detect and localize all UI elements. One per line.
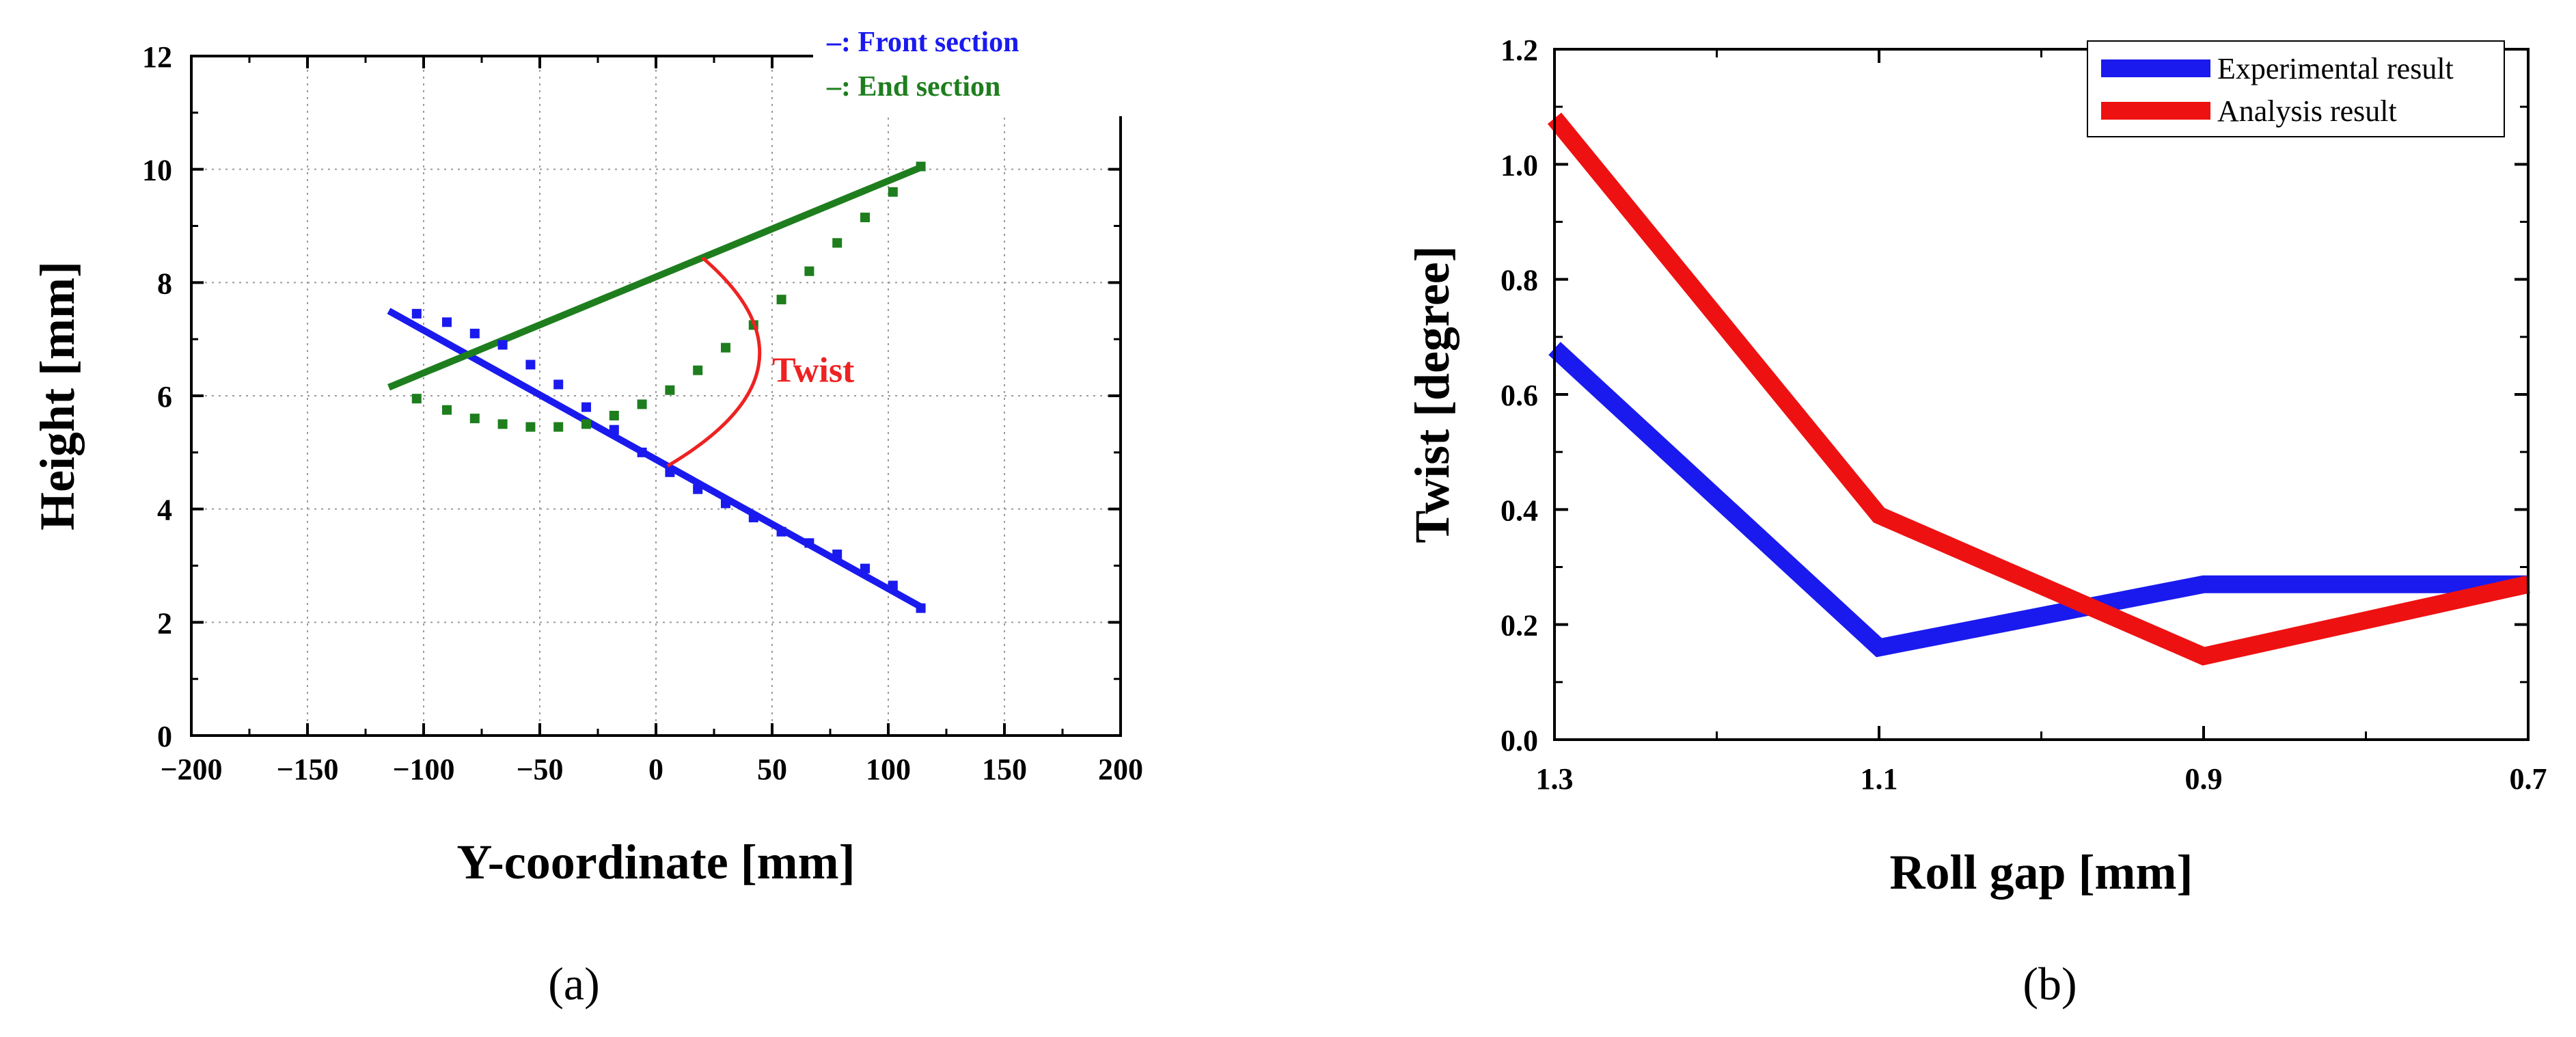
chart-a-point-front	[638, 448, 647, 457]
chart-a-y-axis-label: Height [mm]	[30, 261, 85, 530]
chart-b-series-experimental	[1554, 349, 2528, 648]
chart-a-point-end	[609, 411, 619, 420]
chart-b-frame	[1554, 49, 2528, 740]
chart-a-point-front	[888, 580, 898, 590]
chart-a-point-front	[525, 360, 535, 369]
chart-a-point-end	[665, 386, 674, 395]
chart-a-point-front	[470, 329, 480, 338]
chart-a-point-end	[804, 267, 814, 276]
chart-a-point-front	[777, 527, 786, 537]
chart-a-point-end	[888, 187, 898, 197]
chart-b: 1.3 1.1 0.9 0.7 0.0 0.2 0.4 0.6 0.8 1.0 1.2 Experi…	[1405, 33, 2547, 1010]
chart-a-point-front	[665, 468, 674, 477]
chart-a-x-tick-label: −100	[392, 753, 454, 786]
chart-a-x-tick-label: 0	[648, 753, 663, 786]
chart-a-x-tick-label: −150	[276, 753, 338, 786]
chart-b-y-tick-label: 0.8	[1501, 264, 1538, 297]
chart-b-panel-label: (b)	[2023, 958, 2077, 1010]
chart-a-point-front	[581, 403, 591, 412]
chart-a-point-end	[638, 399, 647, 409]
chart-a-y-tick-label: 8	[157, 267, 172, 300]
chart-a-point-front	[804, 538, 814, 548]
chart-a-point-end	[553, 422, 563, 432]
chart-a-x-tick-label: 50	[757, 753, 787, 786]
chart-a-y-tick-label: 6	[157, 380, 172, 414]
chart-a-point-end	[470, 414, 480, 423]
chart-b-y-tick-label: 1.2	[1501, 33, 1538, 67]
chart-a-point-front	[749, 513, 758, 522]
chart-b-y-tick-label: 1.0	[1501, 148, 1538, 182]
chart-b-y-tick-label: 0.0	[1501, 724, 1538, 757]
chart-a-point-end	[832, 238, 842, 247]
chart-a-y-tick-label: 10	[142, 154, 172, 187]
chart-a-y-tick-label: 0	[157, 720, 172, 753]
chart-a-grid	[191, 56, 1121, 736]
figure: Twist −200 −150 −100 −50 0 50 100 150 200 0 2 4 6 8 10…	[0, 0, 2576, 1037]
chart-a-y-tick-label: 12	[142, 40, 172, 74]
chart-a-point-end	[581, 419, 591, 429]
chart-a-point-front	[553, 379, 563, 389]
chart-a-x-tick-label: 200	[1098, 753, 1143, 786]
chart-a-y-tick-label: 4	[157, 494, 172, 527]
chart-a-y-tick-label: 2	[157, 606, 172, 640]
chart-b-y-tick-label: 0.6	[1501, 379, 1538, 412]
chart-b-y-axis-label: Twist [degree]	[1405, 245, 1460, 543]
chart-b-x-tick-label: 1.3	[1536, 762, 1574, 796]
chart-a-panel-label: (a)	[548, 958, 599, 1010]
chart-b-lines	[1554, 118, 2528, 656]
chart-b-x-tick-label: 0.9	[2185, 762, 2223, 796]
chart-a-point-front	[609, 425, 619, 435]
chart-a-x-tick-label: −200	[160, 753, 222, 786]
chart-a-point-front	[412, 309, 422, 319]
chart-b-legend: Experimental result Analysis result	[2087, 41, 2504, 137]
chart-a-ticks: −200 −150 −100 −50 0 50 100 150 200 0 2 4 6 8 10 12	[142, 40, 1143, 786]
chart-b-legend-analysis: Analysis result	[2217, 94, 2397, 128]
chart-a-point-end	[860, 213, 870, 222]
chart-a-point-front	[860, 564, 870, 574]
chart-a-x-tick-label: 100	[866, 753, 911, 786]
chart-a-legend-end: –: End section	[826, 71, 1000, 103]
chart-b-x-tick-label: 0.7	[2510, 762, 2547, 796]
chart-a-point-end	[777, 295, 786, 304]
chart-a-legend-front: –: Front section	[826, 27, 1019, 58]
chart-a-point-end	[693, 366, 702, 375]
chart-a-point-front	[442, 317, 452, 327]
chart-a-point-end	[721, 343, 730, 353]
chart-a: Twist −200 −150 −100 −50 0 50 100 150 200 0 2 4 6 8 10…	[30, 14, 1168, 1010]
chart-a-point-front	[832, 550, 842, 559]
chart-a-point-front	[693, 485, 702, 494]
chart-a-point-end	[442, 405, 452, 415]
chart-a-point-end	[412, 394, 422, 403]
chart-b-y-tick-label: 0.4	[1501, 494, 1538, 527]
chart-b-legend-experimental: Experimental result	[2217, 52, 2454, 85]
chart-a-x-axis-label: Y-coordinate [mm]	[456, 835, 855, 889]
chart-b-x-axis-label: Roll gap [mm]	[1890, 845, 2193, 900]
chart-a-twist-label: Twist	[772, 351, 855, 390]
chart-a-x-tick-label: −50	[516, 753, 563, 786]
chart-a-point-front	[498, 340, 508, 349]
chart-a-point-end	[498, 419, 508, 429]
chart-a-twist-arc	[668, 258, 760, 466]
chart-b-ticks: 1.3 1.1 0.9 0.7 0.0 0.2 0.4 0.6 0.8 1.0 1.2	[1501, 33, 2547, 796]
chart-a-point-front	[916, 604, 926, 613]
chart-a-point-end	[916, 162, 926, 172]
chart-a-point-end	[525, 422, 535, 432]
chart-a-point-front	[721, 498, 730, 508]
chart-a-legend: –: Front section –: End section	[813, 14, 1168, 116]
chart-b-y-tick-label: 0.2	[1501, 609, 1538, 643]
chart-a-x-tick-label: 150	[982, 753, 1027, 786]
chart-b-x-tick-label: 1.1	[1861, 762, 1898, 796]
